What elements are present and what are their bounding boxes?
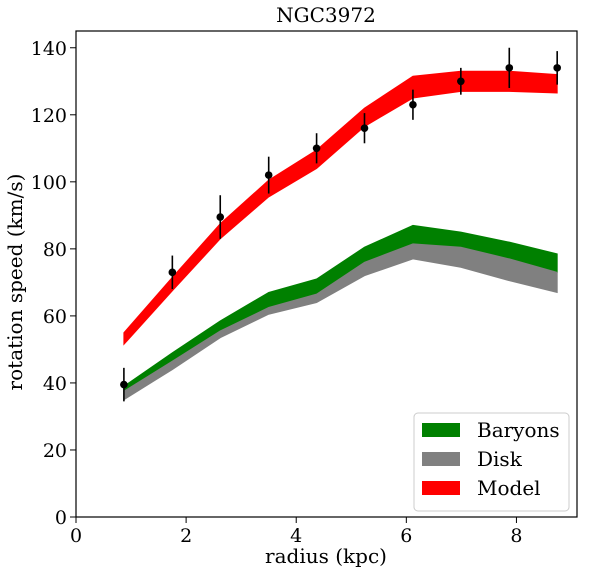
data-point <box>264 171 273 179</box>
y-tick-label: 0 <box>55 507 67 529</box>
data-point <box>120 380 128 389</box>
data-point <box>553 64 561 72</box>
y-tick-label: 100 <box>31 172 67 194</box>
data-point <box>216 213 225 221</box>
legend-label-disk: Disk <box>477 447 523 471</box>
disk-band <box>123 243 558 401</box>
y-axis-title: rotation speed (km/s) <box>3 174 27 391</box>
data-point <box>312 144 321 153</box>
plot-frame <box>75 30 578 518</box>
model-band <box>123 70 558 346</box>
y-tick-label: 140 <box>31 38 67 60</box>
x-tick-label: 4 <box>290 525 302 547</box>
baryons-band <box>123 224 558 393</box>
y-tick-label: 40 <box>43 373 67 395</box>
data-point <box>409 100 417 109</box>
data-point <box>360 124 369 132</box>
data-point <box>457 77 465 86</box>
data-point <box>168 268 177 277</box>
x-axis-title: radius (kpc) <box>265 544 387 568</box>
plot-area <box>120 47 561 402</box>
legend: Baryons Disk Model <box>413 412 570 512</box>
x-tick-label: 6 <box>400 525 412 547</box>
x-tick-label: 0 <box>70 525 82 547</box>
y-tick-label: 60 <box>43 306 67 328</box>
legend-label-model: Model <box>477 476 541 500</box>
legend-swatch-model <box>422 481 460 495</box>
y-tick-label: 20 <box>43 440 67 462</box>
y-tick-label: 120 <box>31 105 67 127</box>
legend-swatch-baryons <box>422 423 460 437</box>
x-tick-label: 2 <box>180 525 192 547</box>
legend-swatch-disk <box>422 452 460 466</box>
legend-label-baryons: Baryons <box>477 418 560 442</box>
y-tick-label: 80 <box>43 239 67 261</box>
data-point <box>505 64 514 72</box>
x-tick-label: 8 <box>510 525 522 547</box>
chart-title: NGC3972 <box>276 3 376 27</box>
